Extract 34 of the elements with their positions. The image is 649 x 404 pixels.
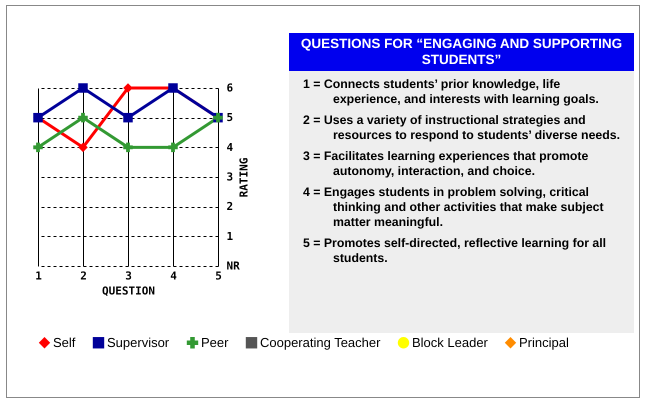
legend-label: Peer	[201, 334, 230, 350]
legend-label: Supervisor	[107, 334, 170, 350]
x-tick-label: 1	[35, 270, 42, 282]
x-tick-label: 4	[170, 270, 178, 282]
text: 5 = Promotes self-directed, reflective learning for all students.	[303, 236, 608, 266]
x-tick-label: 5	[215, 270, 222, 282]
x-tick-label: 2	[80, 270, 87, 282]
text: 1 = Connects students’ prior knowledge, life experience, and interests with learning goals.	[303, 77, 600, 107]
point	[123, 142, 133, 152]
legend-label: Self	[53, 334, 76, 350]
point	[78, 112, 88, 122]
point	[123, 112, 133, 122]
x-tick-label: 3	[125, 270, 132, 282]
legend-label: Principal	[519, 334, 569, 350]
y-tick-label: 5	[226, 111, 234, 124]
text: QUESTIONS FOR “ENGAGING AND SUPPORTING STUDENTS”	[289, 33, 634, 71]
y-tick-label: 2	[226, 200, 234, 214]
point	[33, 142, 43, 152]
y-tick-label: 6	[226, 82, 234, 94]
point	[78, 83, 88, 93]
y-tick-label: NR	[226, 260, 240, 272]
legend-label: Block Leader	[412, 334, 489, 350]
point	[123, 83, 133, 93]
text: 3 = Facilitates learning experiences that promote autonomy, interaction, and choice.	[303, 149, 590, 179]
point	[168, 142, 178, 152]
legend-label: Cooperating Teacher	[260, 334, 382, 350]
y-tick-label: 4	[226, 140, 234, 154]
text: 2 = Uses a variety of instructional strategies and resources to respond to students’ diverse needs.	[303, 113, 622, 143]
point	[78, 142, 88, 152]
y-axis-title: RATING	[238, 157, 251, 198]
text: 4 = Engages students in problem solving, critical thinking and other activities that make subject matter meaningful.	[303, 185, 605, 230]
x-axis-title: QUESTION	[102, 284, 155, 298]
y-tick-label: 1	[226, 230, 234, 243]
y-tick-label: 3	[226, 170, 234, 184]
